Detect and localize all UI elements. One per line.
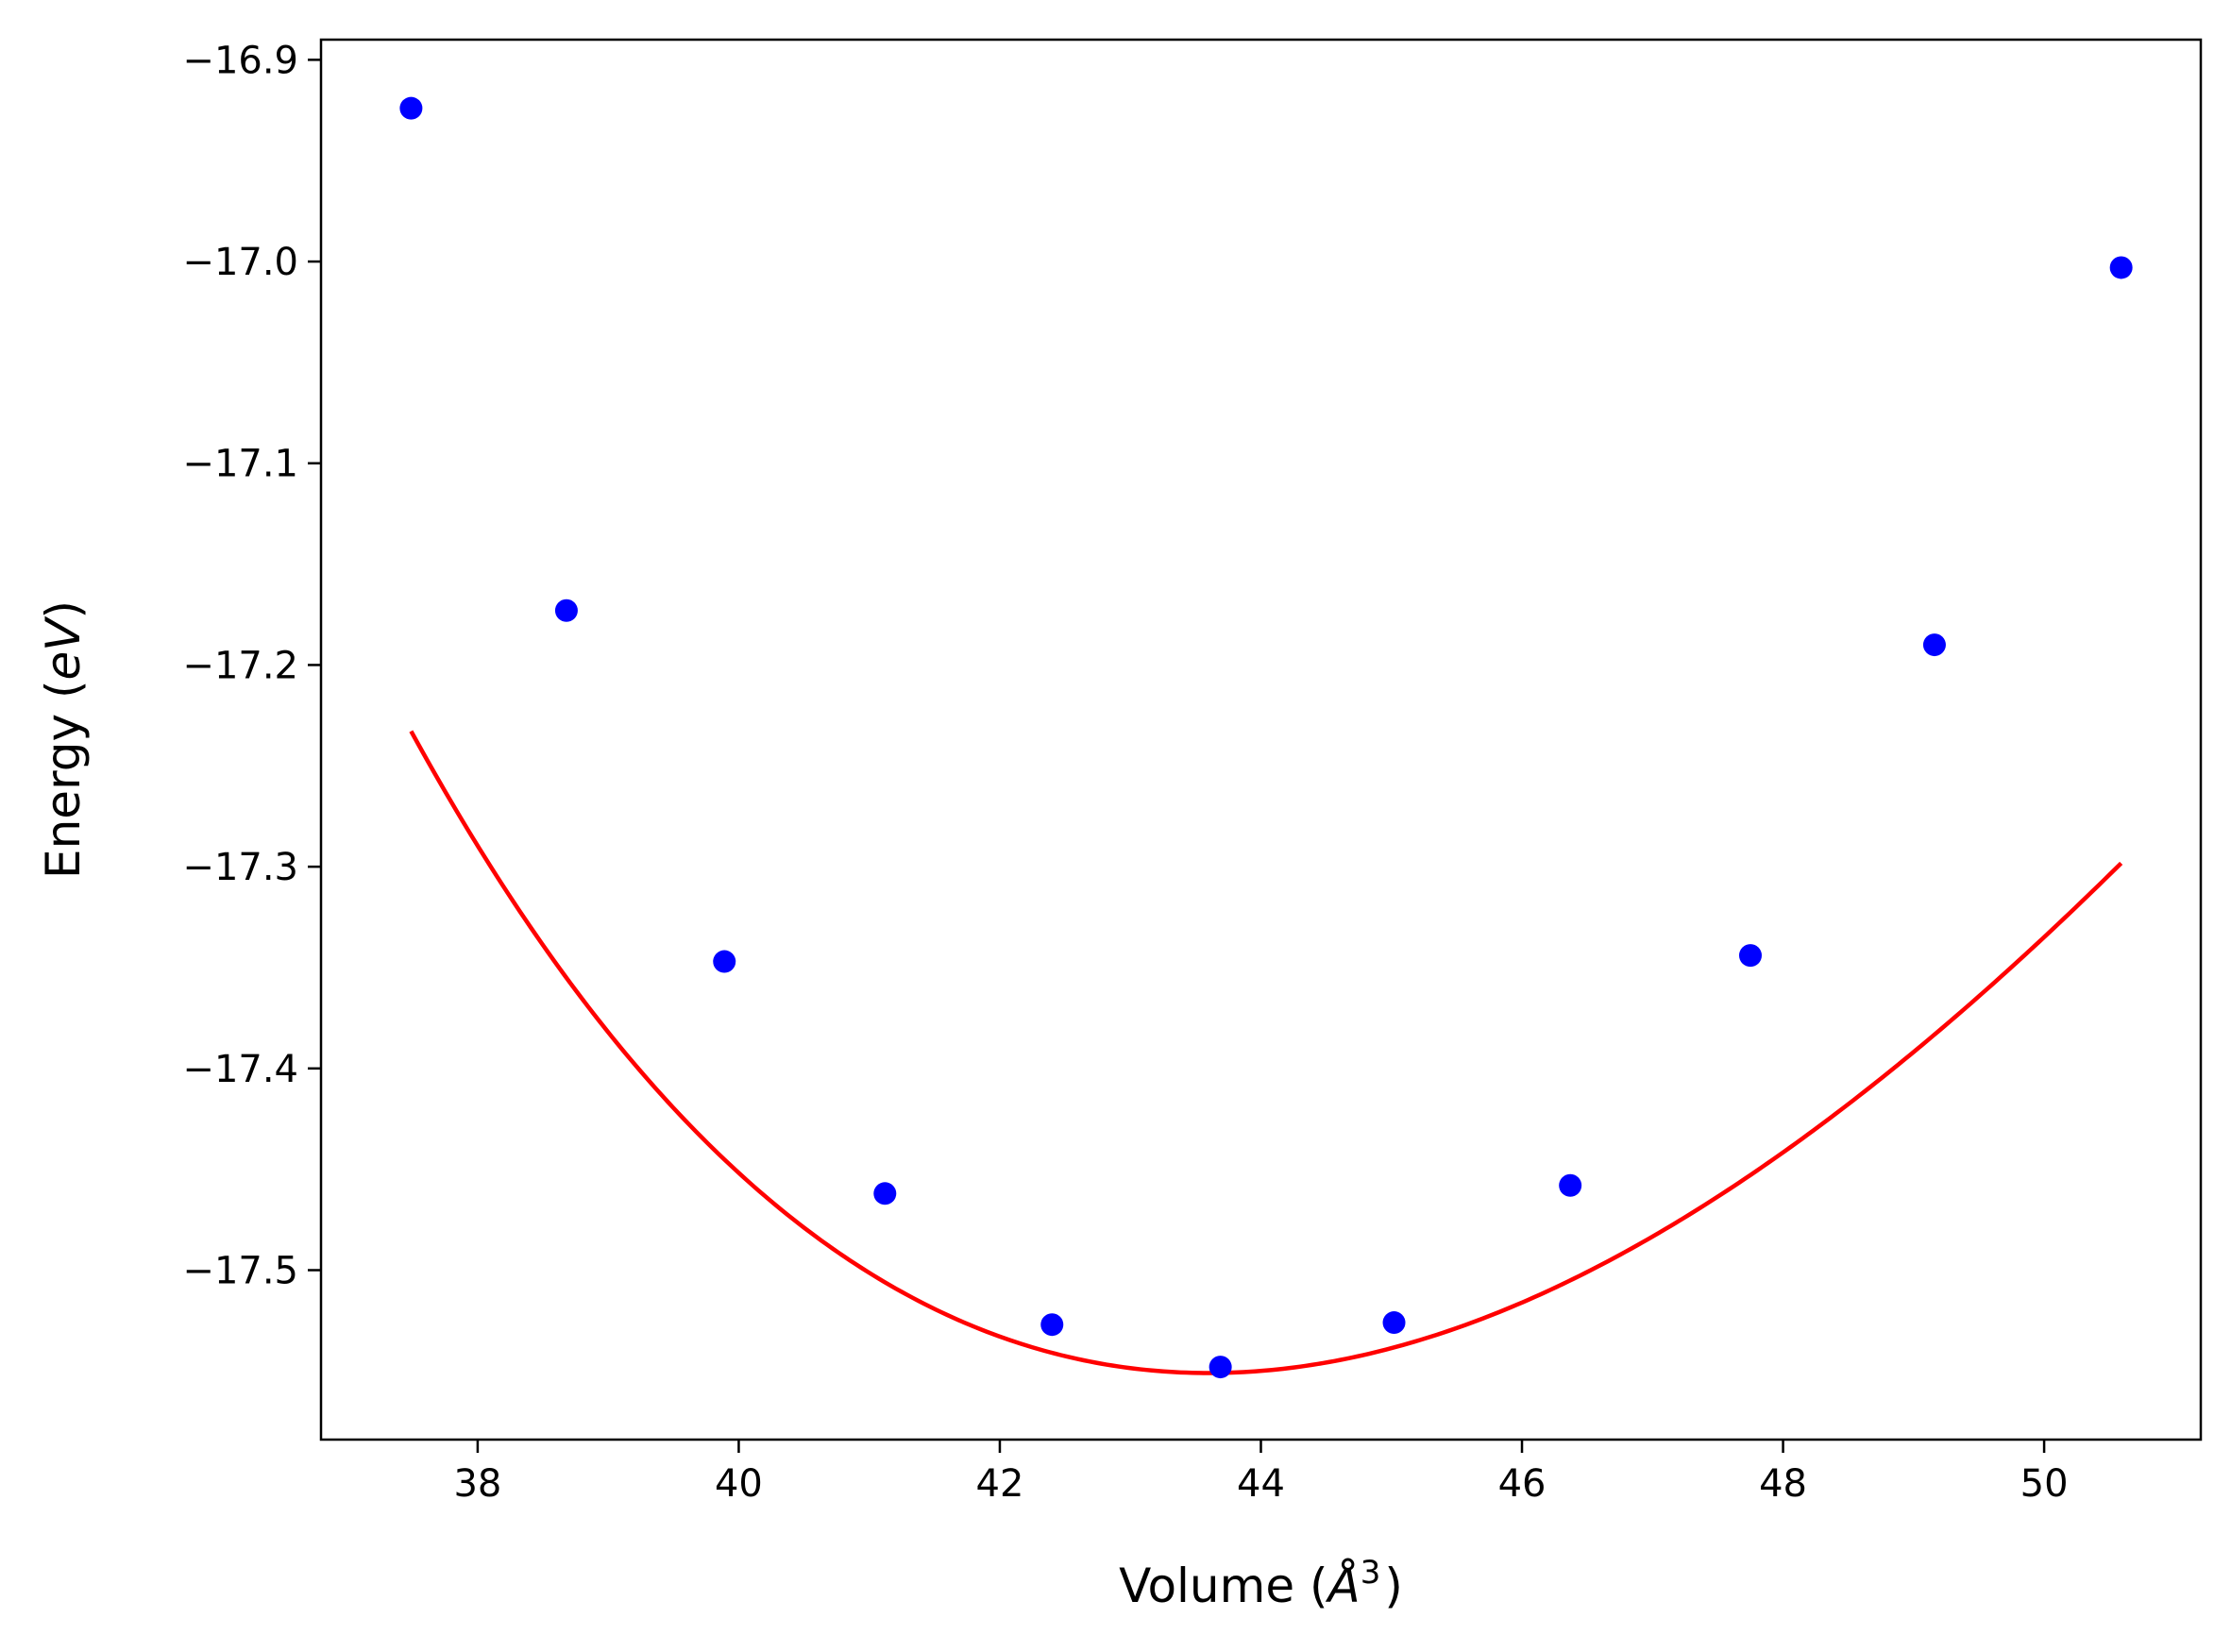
x-axis-label-unit-exponent: 3 [1361,1554,1381,1592]
x-axis-label-prefix: Volume ( [1119,1559,1327,1613]
x-axis-label: Volume (Å3) [1119,1554,1403,1613]
data-point [399,96,423,120]
y-tick-label: −17.2 [182,644,298,687]
fit-curve-layer [409,730,2123,1375]
y-tick-label: −17.5 [182,1250,298,1293]
x-tick-label: 50 [2020,1462,2069,1506]
x-tick-label: 42 [976,1462,1024,1506]
fit-curve-line [409,730,2123,1375]
x-tick-label: 44 [1237,1462,1285,1506]
y-tick-label: −16.9 [182,39,298,82]
x-tick-label: 38 [453,1462,501,1506]
data-point [1382,1311,1406,1335]
data-point [1040,1313,1064,1337]
y-axis-label-prefix: Energy ( [36,681,91,879]
x-tick-label: 46 [1498,1462,1546,1506]
data-point [1922,633,1946,657]
data-point [2109,256,2133,279]
y-axis-label-unit: eV [36,615,91,681]
x-axis-label-unit-symbol: Å [1326,1559,1361,1613]
x-axis-label-suffix: ) [1384,1559,1403,1613]
y-tick-label: −17.1 [182,443,298,486]
x-tick-label: 40 [715,1462,763,1506]
data-point [1738,944,1762,968]
y-tick-label: −17.0 [182,241,298,284]
data-points-layer [399,96,2133,1379]
y-tick-label: −17.4 [182,1048,298,1091]
data-point [1559,1173,1582,1197]
y-axis-ticks: −16.9 −17.0 −17.1 −17.2 −17.3 −17.4 −17.5 [182,39,321,1293]
y-tick-label: −17.3 [182,846,298,889]
y-axis-label-suffix: ) [36,600,91,619]
data-point [873,1182,897,1205]
data-point [713,950,736,973]
x-axis-ticks: 38 40 42 44 46 48 50 [453,1440,2069,1506]
x-tick-label: 48 [1759,1462,1807,1506]
data-point [554,598,578,622]
y-axis-label: Energy (eV) [36,600,91,879]
data-point [1208,1356,1232,1379]
